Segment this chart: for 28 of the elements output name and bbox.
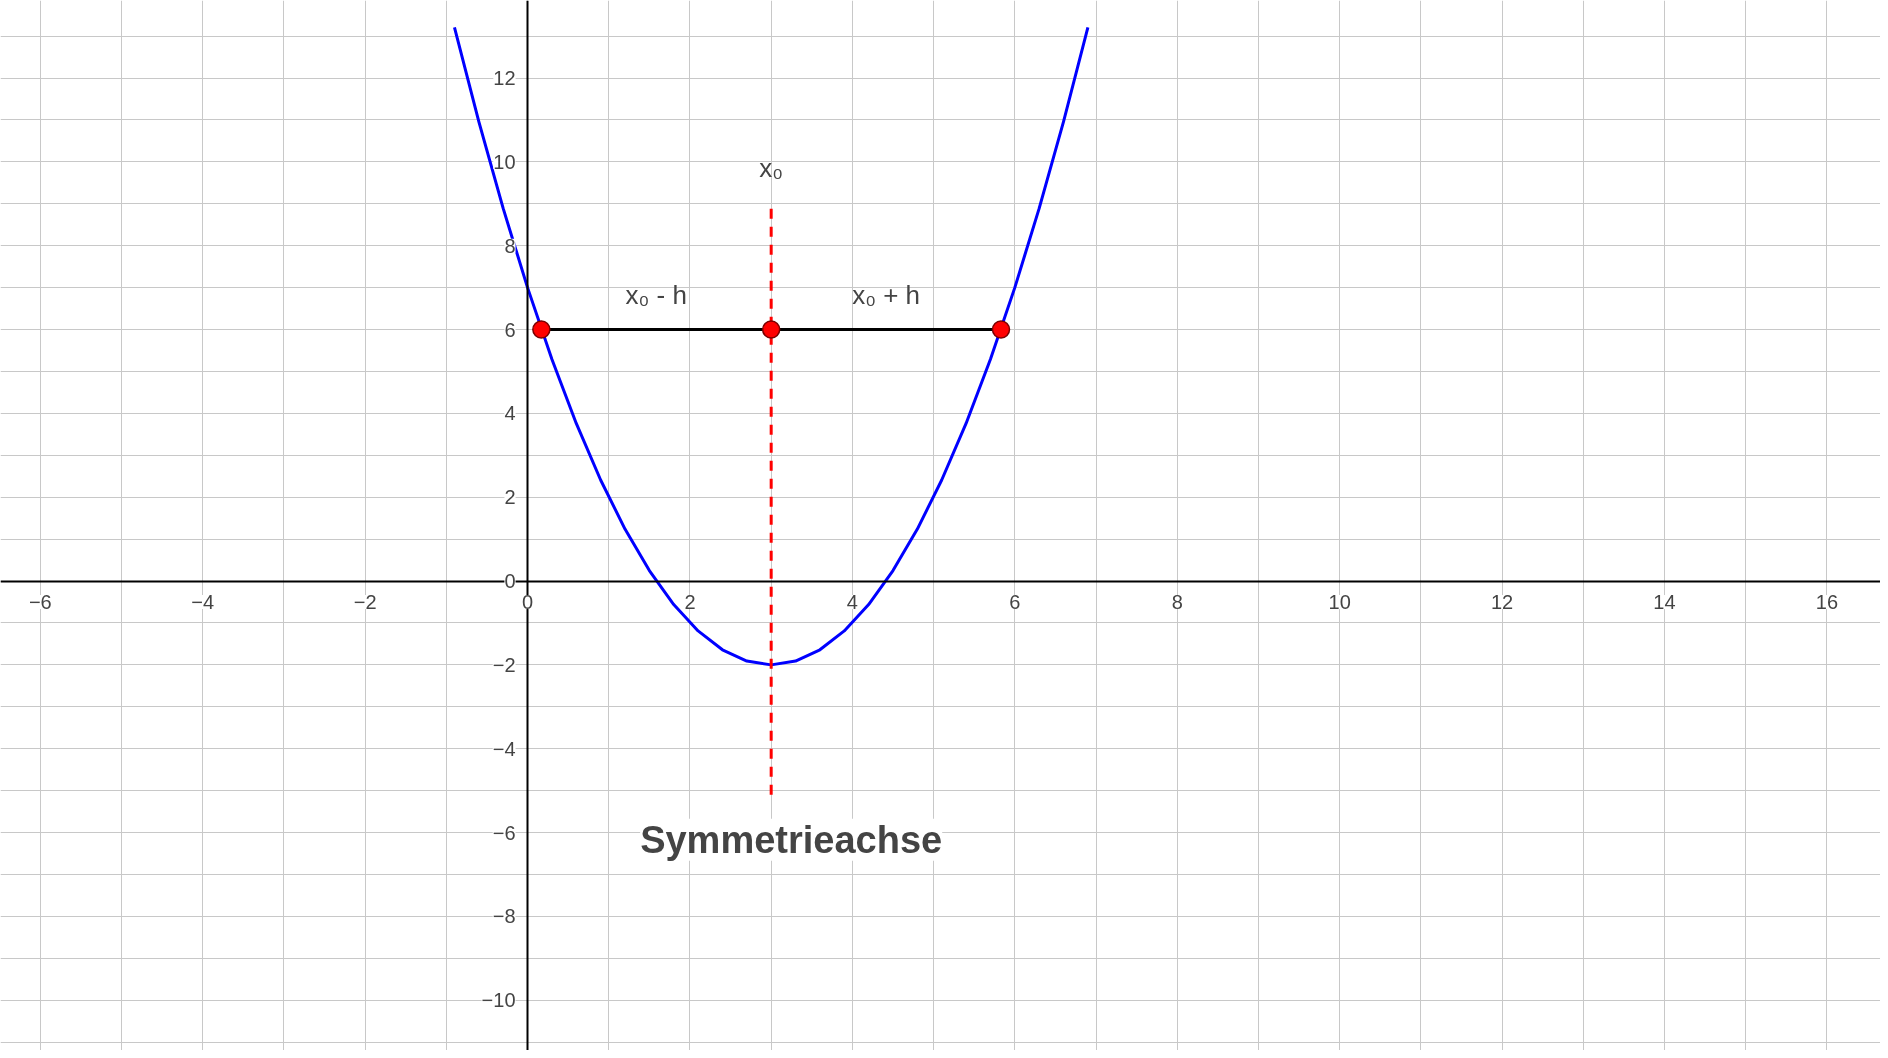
annotation: Symmetrieachse <box>640 818 943 861</box>
annotation: x₀ <box>759 152 784 183</box>
x-tick-label: 2 <box>684 591 696 614</box>
y-tick-label: 0 <box>504 570 516 593</box>
x-tick-label: 4 <box>846 591 858 614</box>
x-tick-label: 16 <box>1815 591 1839 614</box>
annotation: x₀ - h <box>625 279 687 310</box>
y-tick-label: 6 <box>504 318 516 341</box>
y-tick-label: 12 <box>493 67 516 90</box>
x-tick-label: 8 <box>1171 591 1183 614</box>
y-tick-label: −4 <box>492 737 516 760</box>
y-tick-label: 10 <box>493 150 516 173</box>
x-tick-label: −6 <box>28 591 52 614</box>
y-tick-label: −8 <box>492 905 516 928</box>
x-tick-label: 6 <box>1009 591 1021 614</box>
y-tick-label: 8 <box>504 234 516 257</box>
x-tick-label: −4 <box>191 591 215 614</box>
y-tick-label: −2 <box>492 653 516 676</box>
y-tick-label: 2 <box>504 486 516 509</box>
y-tick-label: 4 <box>504 402 516 425</box>
x-tick-label: 0 <box>521 591 534 614</box>
x-tick-label: 14 <box>1653 591 1676 614</box>
x-tick-label: −2 <box>353 591 377 614</box>
y-tick-label: −10 <box>481 989 516 1012</box>
x-tick-label: 10 <box>1328 591 1351 614</box>
x-tick-label: 12 <box>1490 591 1514 614</box>
y-tick-label: −6 <box>492 821 516 844</box>
annotation: x₀ + h <box>852 279 921 310</box>
